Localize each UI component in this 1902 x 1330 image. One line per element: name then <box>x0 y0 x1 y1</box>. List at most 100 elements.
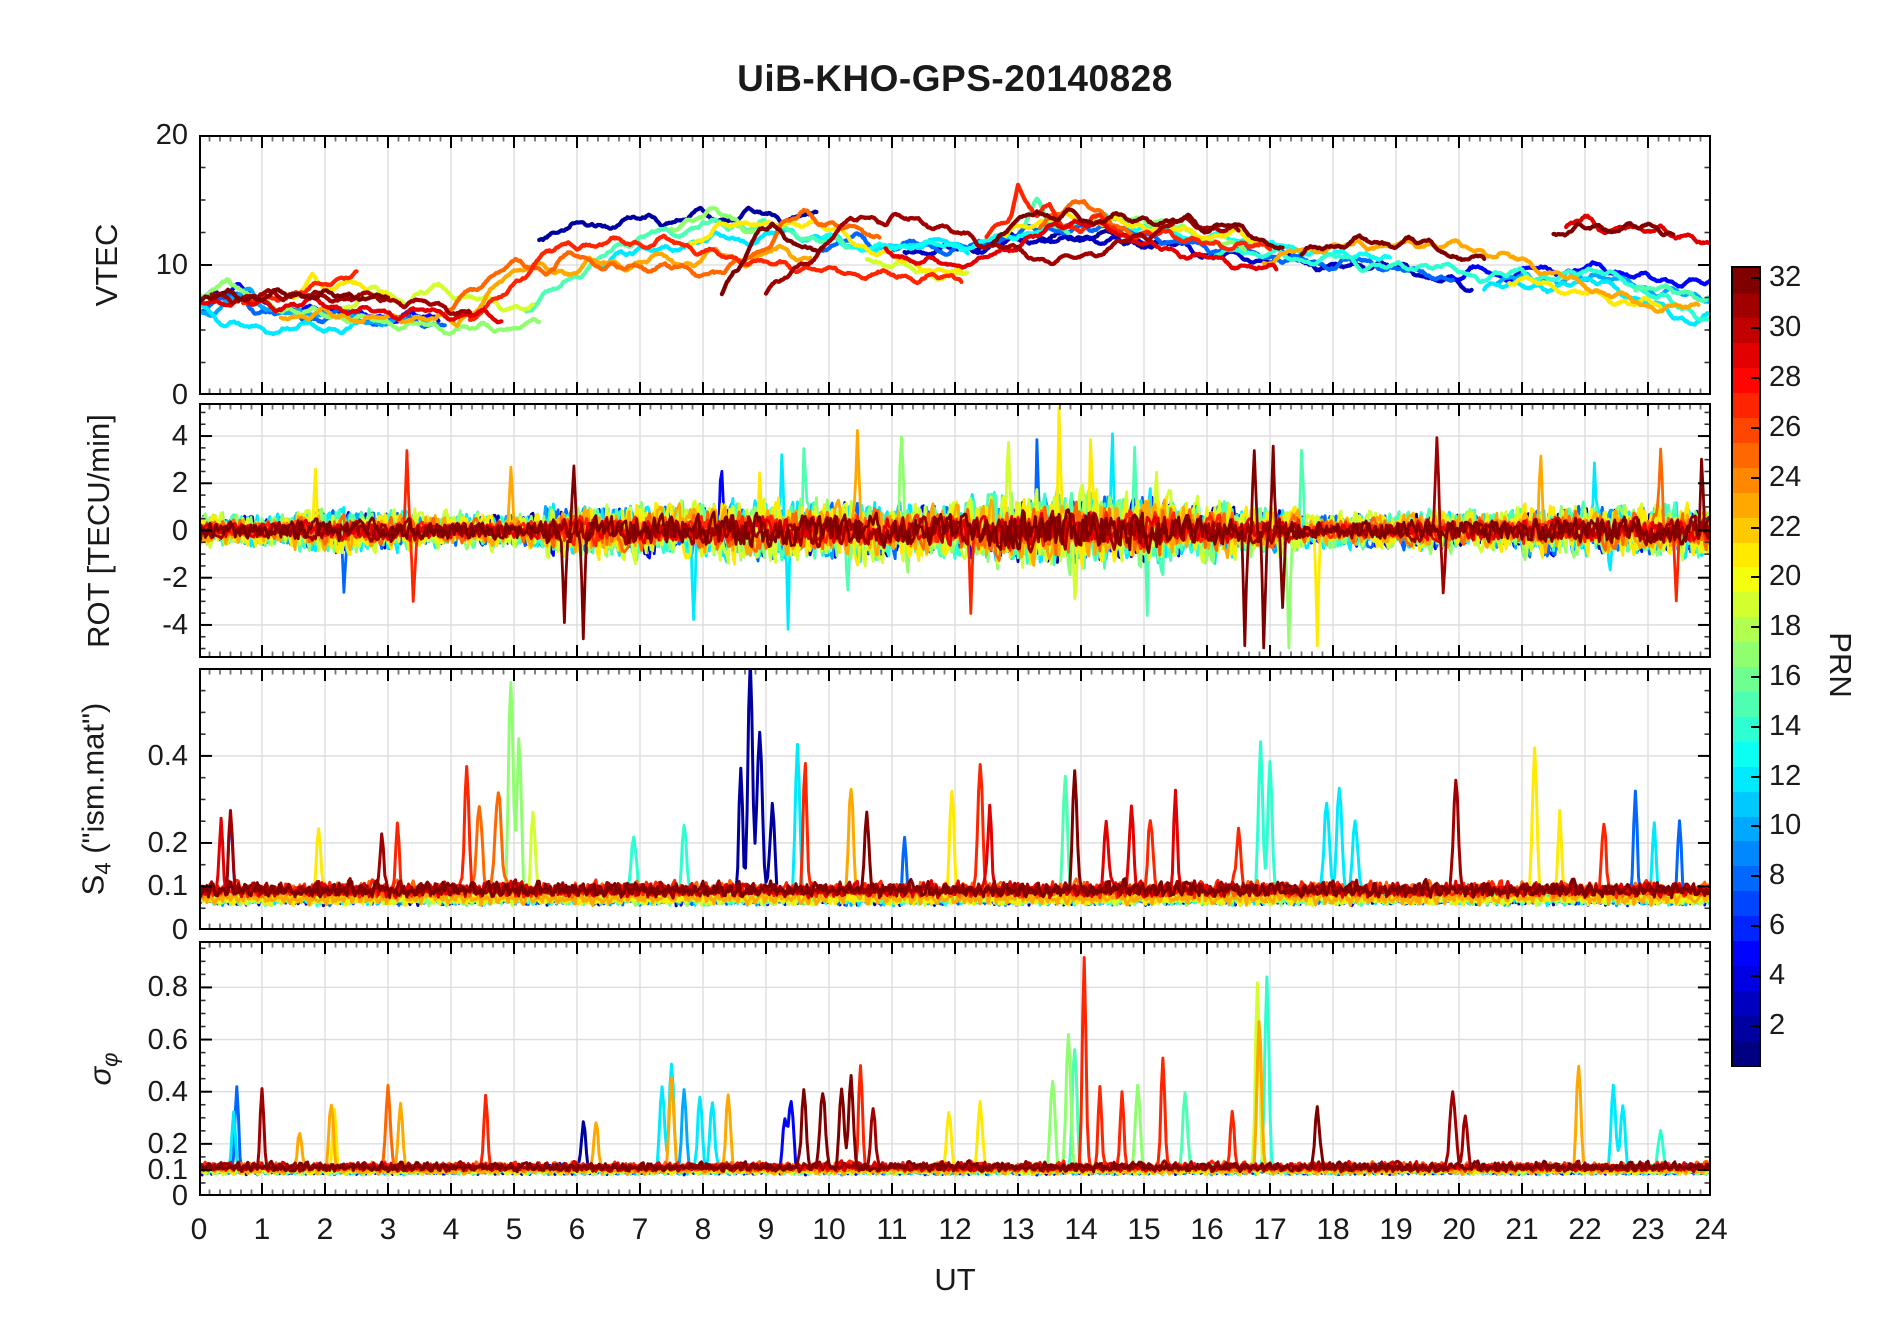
colorbar-block-prn20 <box>1733 566 1759 593</box>
xtick-12: 12 <box>938 1213 972 1246</box>
vtec-series-prn5 <box>1444 260 1711 289</box>
colorbar-block-prn15 <box>1733 691 1759 717</box>
colorbar-block-prn4 <box>1733 965 1759 991</box>
colorbar-label-28: 28 <box>1769 361 1802 394</box>
sigma_phi-border <box>199 941 1711 1196</box>
xtick-16: 16 <box>1190 1213 1224 1246</box>
s4-series-prn23 <box>199 787 1711 908</box>
vtec-axis-label: VTEC <box>89 223 124 307</box>
rot-ytick--4: -4 <box>162 608 188 641</box>
colorbar-block-prn3 <box>1733 990 1759 1016</box>
xtick-11: 11 <box>876 1213 908 1246</box>
sigma_phi-axis-label: σφ <box>82 1051 123 1086</box>
vtec-series-prn14 <box>1204 247 1711 322</box>
colorbar-tick-18 <box>1751 626 1759 629</box>
vtec-series-prn29 <box>199 293 504 325</box>
colorbar-tick-20 <box>1751 576 1759 579</box>
colorbar-tick-4 <box>1751 974 1759 977</box>
colorbar-label-8: 8 <box>1769 859 1786 892</box>
xtick-18: 18 <box>1316 1213 1350 1246</box>
xtick-20: 20 <box>1442 1213 1476 1246</box>
colorbar-block-prn32 <box>1733 268 1759 294</box>
xtick-17: 17 <box>1253 1213 1287 1246</box>
s4-ytick-0.1: 0.1 <box>147 870 188 903</box>
colorbar-block-prn27 <box>1733 392 1759 419</box>
sigma_phi-ytick-0.1: 0.1 <box>147 1153 188 1186</box>
panel-sigma_phi <box>199 941 1711 1196</box>
sigma_phi-ytick-0.4: 0.4 <box>147 1075 188 1108</box>
rot-border <box>199 403 1711 658</box>
vtec-plot-canvas <box>199 135 1711 395</box>
colorbar-block-prn19 <box>1733 591 1759 618</box>
xtick-24: 24 <box>1694 1213 1728 1246</box>
s4-series-prn32 <box>199 769 1711 900</box>
s4-data-series <box>199 668 1711 908</box>
colorbar-block-prn18 <box>1733 616 1759 643</box>
s4-ytick-0.4: 0.4 <box>147 739 188 772</box>
sigma_phi-data-series <box>199 956 1711 1177</box>
vtec-ytick-0: 0 <box>171 379 188 411</box>
colorbar-label-10: 10 <box>1769 809 1802 842</box>
colorbar-label-2: 2 <box>1769 1008 1786 1041</box>
colorbar-block-prn31 <box>1733 292 1759 319</box>
vtec-series-prn29 <box>883 218 1279 272</box>
colorbar-label-18: 18 <box>1769 610 1802 643</box>
colorbar-block-prn28 <box>1733 367 1759 394</box>
xtick-9: 9 <box>757 1213 775 1246</box>
rot-axis-label: ROT [TECU/min] <box>81 413 116 648</box>
xtick-0: 0 <box>190 1213 208 1246</box>
colorbar-label-20: 20 <box>1769 560 1802 593</box>
panel-rot <box>199 403 1711 658</box>
panel-vtec <box>199 135 1711 395</box>
colorbar-block-prn11 <box>1733 791 1759 817</box>
colorbar-block-prn29 <box>1733 342 1759 369</box>
colorbar-block-prn2 <box>1733 1015 1759 1041</box>
colorbar-tick-26 <box>1751 426 1759 429</box>
colorbar-tick-28 <box>1751 377 1759 380</box>
xtick-4: 4 <box>442 1213 460 1246</box>
x-axis-label: UT <box>934 1262 976 1297</box>
colorbar-label-6: 6 <box>1769 909 1786 942</box>
sigma_phi-ytick-0.2: 0.2 <box>147 1127 188 1160</box>
colorbar-block-prn13 <box>1733 741 1759 767</box>
colorbar-tick-8 <box>1751 875 1759 878</box>
xtick-7: 7 <box>631 1213 649 1246</box>
colorbar-block-prn5 <box>1733 940 1759 966</box>
xtick-1: 1 <box>253 1213 271 1246</box>
sigma_phi-gridlines <box>199 941 1711 1196</box>
colorbar-label-22: 22 <box>1769 510 1802 543</box>
colorbar-block-prn1 <box>1733 1040 1759 1066</box>
s4-axis-label: S4 ("ism.mat") <box>75 702 116 896</box>
colorbar-block-prn10 <box>1733 815 1759 842</box>
s4-border <box>199 668 1711 930</box>
colorbar-tick-16 <box>1751 675 1759 678</box>
colorbar-block-prn12 <box>1733 766 1759 792</box>
vtec-series-prn32 <box>719 221 825 297</box>
xtick-6: 6 <box>568 1213 586 1246</box>
colorbar-tick-14 <box>1751 725 1759 728</box>
vtec-data-series <box>199 182 1711 337</box>
colorbar-block-prn26 <box>1733 417 1759 443</box>
sigma_phi-series-prn32 <box>199 1074 1711 1174</box>
colorbar-title: PRN <box>1823 631 1858 698</box>
vtec-series-prn2 <box>537 205 819 243</box>
colorbar-tick-30 <box>1751 327 1759 330</box>
colorbar-block-prn25 <box>1733 442 1759 468</box>
colorbar-label-4: 4 <box>1769 958 1786 991</box>
rot-ytick--2: -2 <box>162 561 188 594</box>
colorbar-tick-12 <box>1751 775 1759 778</box>
xtick-10: 10 <box>812 1213 846 1246</box>
vtec-series-prn12 <box>1482 276 1711 327</box>
colorbar-tick-6 <box>1751 925 1759 928</box>
xtick-2: 2 <box>316 1213 334 1246</box>
colorbar-label-30: 30 <box>1769 311 1802 344</box>
rot-plot-canvas <box>199 403 1711 658</box>
vtec-series-prn25 <box>442 207 882 316</box>
colorbar-label-12: 12 <box>1769 759 1802 792</box>
vtec-series-prn27 <box>467 233 964 322</box>
colorbar-block-prn14 <box>1733 716 1759 742</box>
vtec-series-prn12 <box>199 301 359 337</box>
vtec-series-prn31 <box>763 211 1241 296</box>
colorbar-block-prn7 <box>1733 890 1759 917</box>
